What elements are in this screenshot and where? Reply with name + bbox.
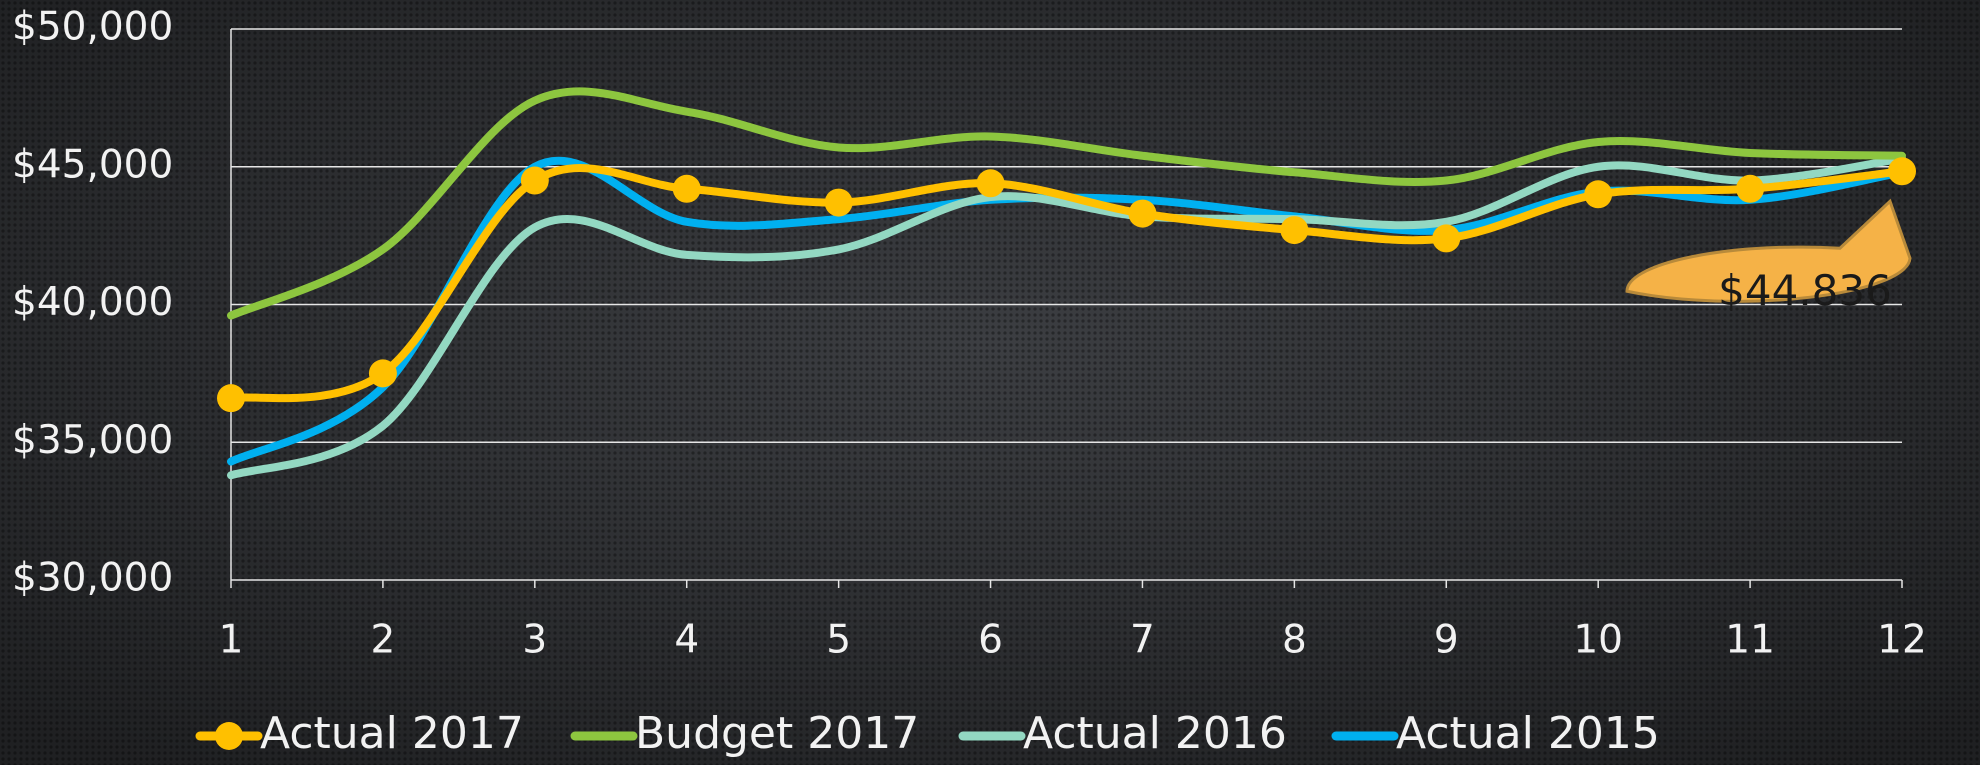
y-tick-label: $35,000 xyxy=(12,418,173,463)
legend-label: Budget 2017 xyxy=(635,708,919,759)
y-tick-label: $40,000 xyxy=(12,280,173,325)
x-tick-label: 11 xyxy=(1725,618,1775,663)
marker xyxy=(1128,199,1157,228)
x-tick-label: 3 xyxy=(522,618,547,663)
x-tick-label: 8 xyxy=(1282,618,1307,663)
marker xyxy=(1432,224,1461,253)
marker xyxy=(1888,157,1916,186)
y-tick-label: $45,000 xyxy=(12,142,173,187)
marker xyxy=(217,384,245,413)
x-tick-label: 9 xyxy=(1434,618,1459,663)
x-tick-label: 4 xyxy=(674,618,699,663)
marker xyxy=(824,188,853,217)
y-tick-label: $50,000 xyxy=(12,5,173,50)
callout xyxy=(1625,198,1912,303)
legend-label: Actual 2016 xyxy=(1023,708,1287,759)
series-line xyxy=(227,87,1906,320)
series-line xyxy=(227,154,1906,480)
x-tick-label: 1 xyxy=(219,618,244,663)
x-tick-label: 2 xyxy=(370,618,395,663)
marker xyxy=(368,359,397,388)
marker xyxy=(1280,216,1309,245)
marker xyxy=(976,169,1005,198)
x-tick-label: 10 xyxy=(1573,618,1623,663)
y-tick-label: $30,000 xyxy=(12,556,173,601)
marker xyxy=(1736,174,1765,203)
marker xyxy=(520,166,549,195)
legend-label: Actual 2015 xyxy=(1396,708,1660,759)
legend-label: Actual 2017 xyxy=(260,708,524,759)
x-tick-label: 5 xyxy=(826,618,851,663)
x-tick-label: 12 xyxy=(1877,618,1927,663)
marker xyxy=(672,174,701,203)
legend-marker xyxy=(215,722,243,750)
x-tick-label: 7 xyxy=(1130,618,1155,663)
data-label: $44.836 xyxy=(1718,266,1892,315)
marker xyxy=(1584,180,1613,209)
x-tick-label: 6 xyxy=(978,618,1003,663)
